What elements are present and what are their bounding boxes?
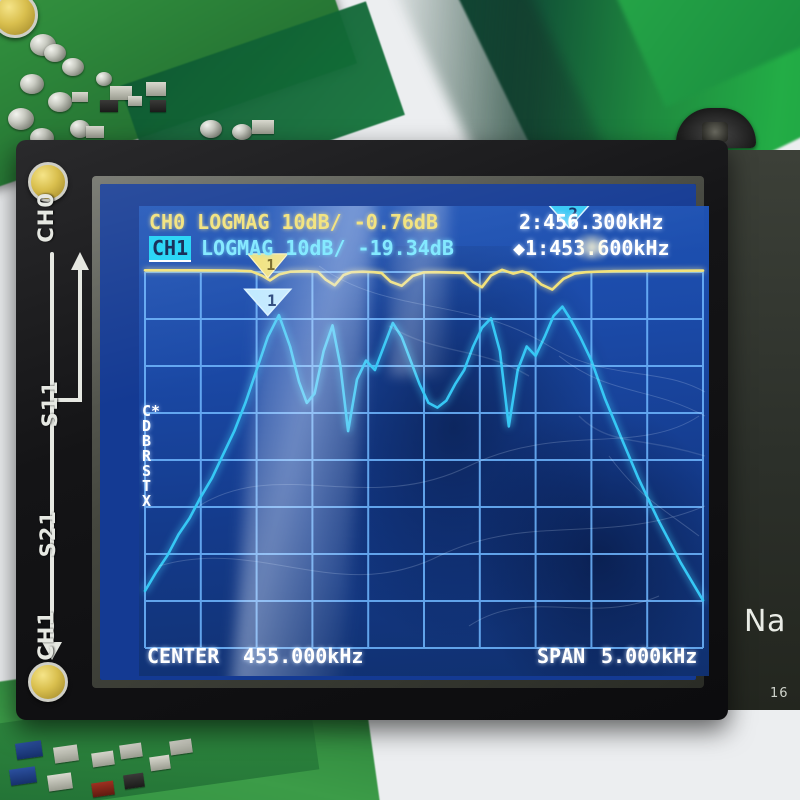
marker-1[interactable]: 1 [243, 288, 293, 317]
brand-sub-label: 16 [770, 686, 789, 701]
chart-markers[interactable]: 1 1 2 [139, 206, 709, 676]
trace0-readout[interactable]: CH0 LOGMAG 10dB/ -0.76dB [149, 210, 438, 234]
chart-traces [143, 268, 705, 602]
screw-pad-bottom-left [28, 662, 68, 702]
silk-label-ch1: CH1 [34, 610, 58, 661]
port-silkscreen: CH0 S11 S21 CH1 [18, 180, 89, 680]
status-code-1: D [142, 417, 152, 435]
status-code-2: B [142, 432, 152, 450]
port-arrow-shaft [50, 252, 54, 652]
status-code-0: C* [142, 402, 161, 420]
screen-glare-secondary [389, 206, 449, 376]
silk-label-s11: S11 [38, 380, 62, 428]
s11-loop-horizontal [52, 398, 82, 402]
silk-label-ch0: CH0 [34, 192, 58, 243]
brand-logo: Na [744, 604, 786, 639]
span-label[interactable]: SPAN [537, 644, 586, 668]
svg-text:2: 2 [568, 206, 578, 223]
status-code-column: C* D B R S T X [142, 404, 160, 509]
marker-1-ch0-label: 1 [266, 256, 275, 274]
s11-loop-arrow [71, 252, 89, 270]
status-code-4: S [142, 462, 152, 480]
center-freq-label[interactable]: CENTER [147, 644, 220, 668]
svg-text:1: 1 [267, 291, 277, 310]
port-arrow-head [42, 642, 62, 660]
screw-pad-top-left [28, 162, 68, 202]
trace-ch0-path [143, 268, 705, 291]
status-code-5: T [142, 477, 152, 495]
trace1-readout[interactable]: LOGMAG 10dB/ -19.34dB [201, 236, 454, 260]
glare-spot-marker [579, 234, 605, 260]
vna-screen[interactable]: 1 1 2 CH0 LOGMAG 10dB/ -0.76dB CH1 LOGMAG … [139, 206, 709, 676]
s11-loop-vertical [78, 270, 82, 402]
chart-grid [144, 271, 704, 649]
silk-label-s21: S21 [36, 510, 60, 558]
span-value[interactable]: 5.000kHz [601, 644, 698, 668]
marker-1-ch0[interactable] [246, 253, 290, 279]
marker-2-readout[interactable]: 2:456.300kHz [519, 210, 664, 234]
trace-ch1-path [143, 305, 705, 602]
screen-scratches [158, 265, 706, 627]
trace1-channel-tag[interactable]: CH1 [149, 236, 192, 262]
status-code-3: R [142, 447, 152, 465]
center-freq-value[interactable]: 455.000kHz [243, 644, 364, 668]
marker-2[interactable]: 2 [546, 206, 592, 230]
status-code-6: X [142, 492, 152, 510]
